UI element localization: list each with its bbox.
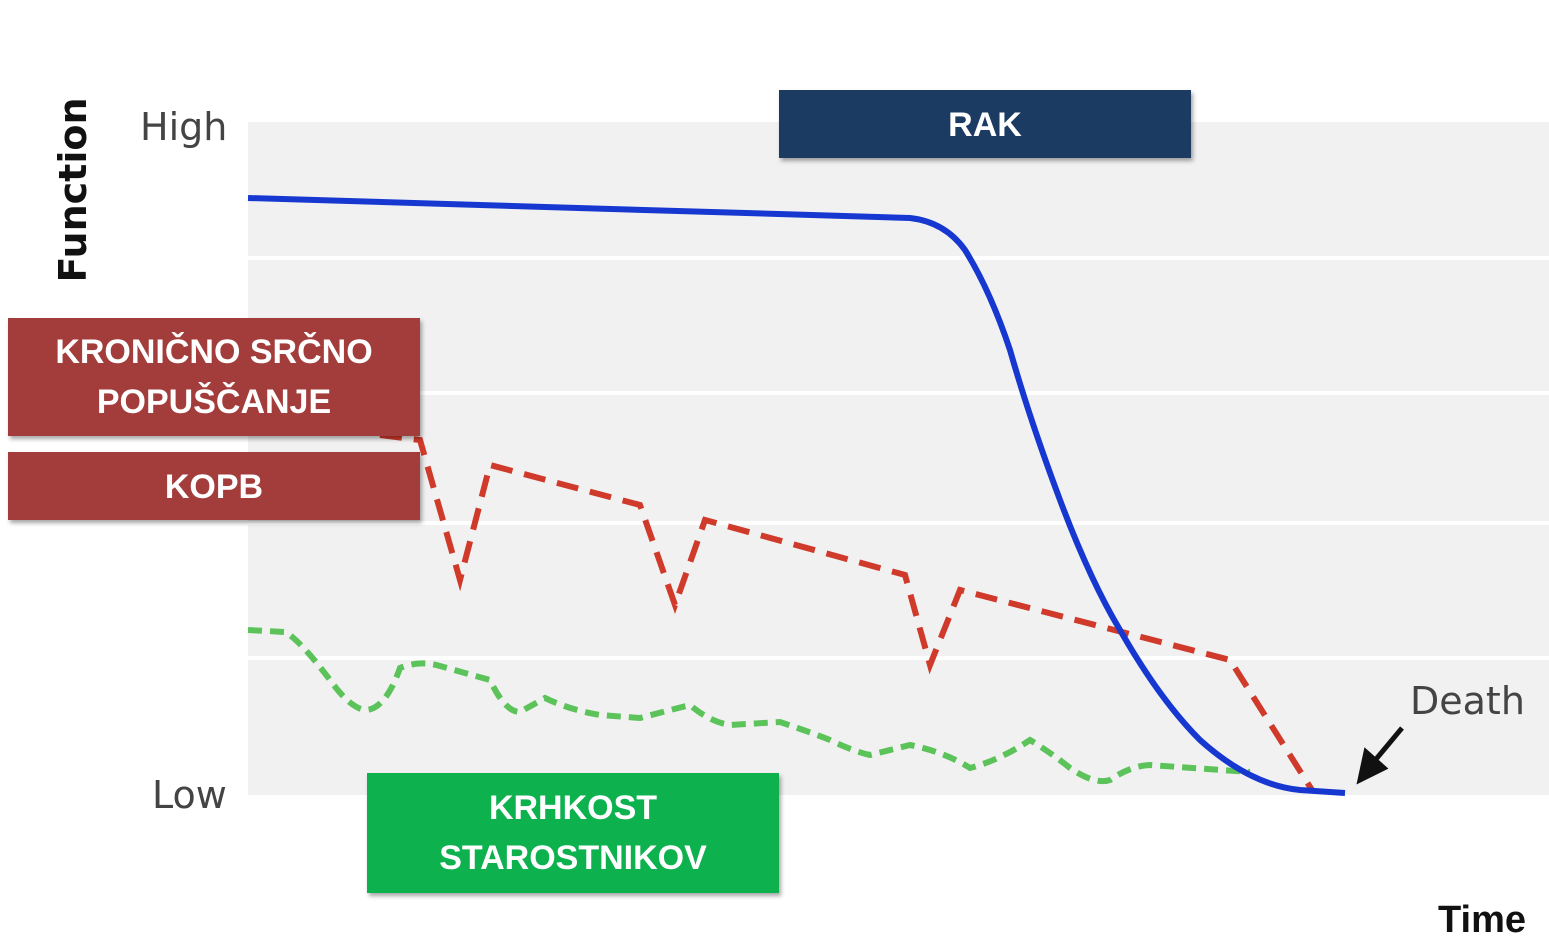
bands: [248, 256, 1549, 660]
frailty-box: [367, 773, 779, 893]
heart-failure-label: KRONIČNO SRČNO POPUŠČANJE: [55, 333, 373, 421]
frailty-label: KRHKOST STAROSTNIKOV: [439, 789, 707, 877]
y-high: High: [140, 105, 227, 149]
x-axis-label: Time: [1438, 899, 1526, 938]
copd-box: [8, 452, 420, 520]
y-low: Low: [152, 773, 227, 817]
plot-area: [248, 122, 1549, 795]
y-axis-label: Function: [51, 97, 95, 282]
copd-label: KOPB: [165, 468, 263, 506]
frailty-curve: [247, 627, 1251, 785]
cancer-curve: [247, 195, 1346, 796]
heart-failure-label-box: KRONIČNO SRČNO POPUŠČANJE: [55, 333, 373, 421]
cancer-label: RAK: [948, 106, 1022, 144]
death-arrow: [1356, 726, 1404, 785]
cancer-box: [779, 90, 1191, 158]
heart-failure-box: [8, 318, 420, 436]
frailty-label-box: KRHKOST STAROSTNIKOV: [439, 789, 707, 877]
death-label: Death: [1410, 679, 1525, 723]
